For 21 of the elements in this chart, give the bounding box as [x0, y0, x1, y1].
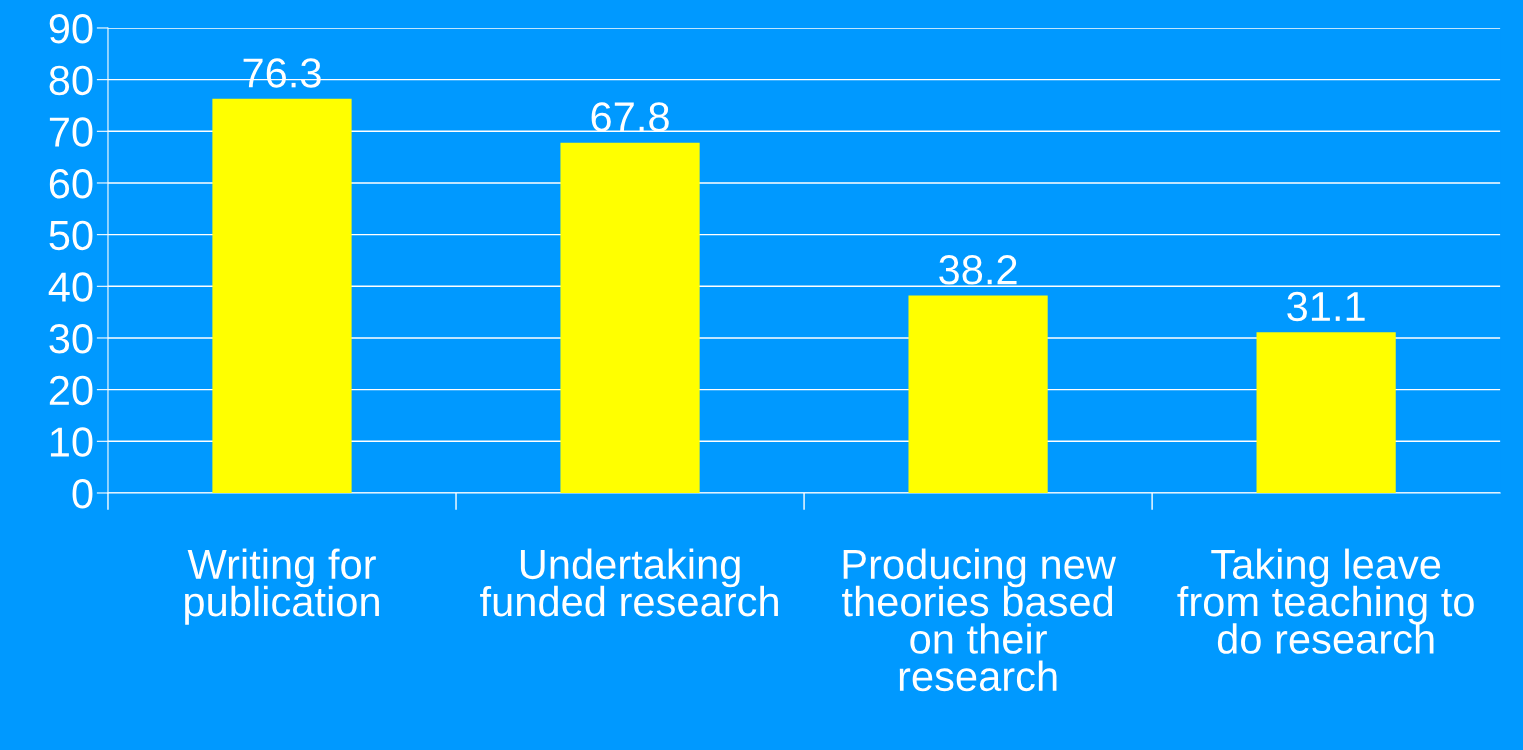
x-tick-label: Taking leave from teaching to do research	[1177, 548, 1474, 654]
bar	[908, 295, 1048, 493]
y-tick-label: 90	[49, 13, 93, 44]
bar	[560, 142, 700, 493]
y-tick-label: 40	[48, 272, 93, 302]
y-tick-label: 70	[49, 117, 93, 147]
x-tick-label: Undertaking funded research	[480, 548, 778, 617]
bar	[212, 98, 352, 493]
y-tick-label: 60	[49, 168, 93, 199]
data-label: 38.2	[939, 255, 1017, 285]
data-label: 67.8	[591, 102, 669, 132]
y-tick-label: 80	[49, 65, 93, 96]
x-tick-label: Writing for publication	[185, 548, 379, 625]
data-label: 31.1	[1287, 291, 1365, 322]
y-tick-label: 0	[72, 478, 93, 509]
y-tick-label: 30	[49, 323, 93, 354]
y-tick-label: 20	[49, 375, 93, 406]
bar	[1256, 332, 1396, 493]
y-tick-label: 50	[49, 220, 93, 251]
x-tick-label: Producing new theories based on their research	[842, 548, 1117, 692]
y-tick-label: 10	[50, 427, 93, 457]
